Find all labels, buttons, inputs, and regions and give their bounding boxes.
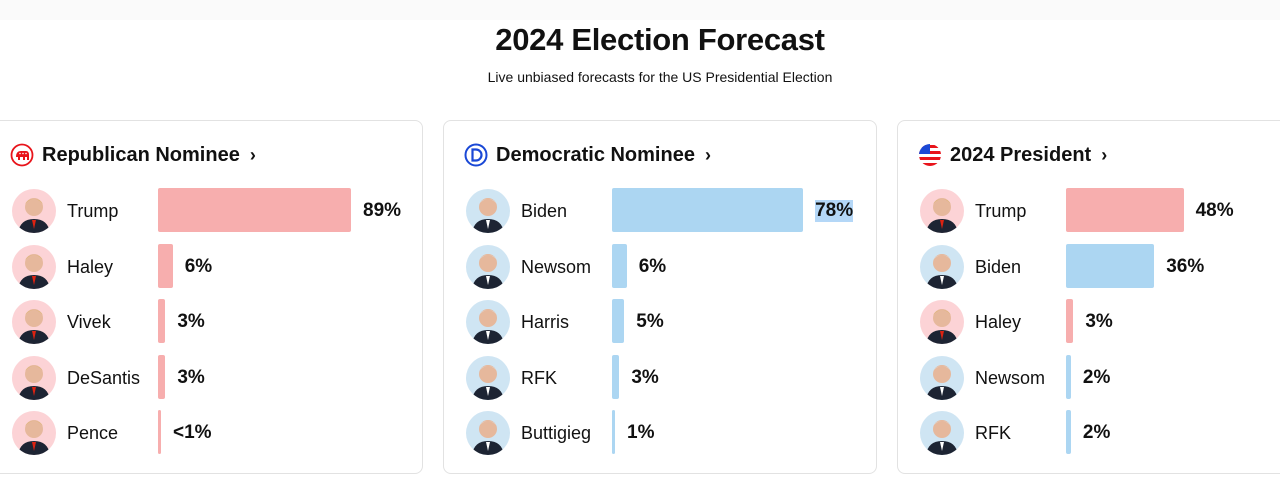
probability-value: 6% <box>638 255 667 277</box>
probability-bar <box>158 354 166 399</box>
candidate-row[interactable]: Haley 6% <box>0 243 422 290</box>
candidate-avatar <box>466 411 510 455</box>
card-header-link[interactable]: Democratic Nominee › <box>464 143 711 167</box>
probability-bar <box>1066 299 1074 343</box>
candidate-avatar <box>920 355 964 400</box>
candidate-name: Haley <box>67 256 114 277</box>
top-bar <box>0 0 1280 20</box>
candidate-name: Pence <box>67 423 119 443</box>
probability-value: 48% <box>1195 200 1234 221</box>
probability-bar <box>158 188 351 232</box>
candidate-avatar <box>466 189 510 233</box>
candidate-name: DeSantis <box>67 367 141 388</box>
candidate-name: Biden <box>521 201 568 221</box>
democrat-d-icon <box>464 143 488 167</box>
republican-elephant-icon <box>10 143 34 167</box>
chevron-right-icon: › <box>704 144 711 165</box>
probability-bar <box>612 354 620 399</box>
candidate-row[interactable]: Biden 78% <box>444 188 876 234</box>
chevron-right-icon: › <box>1101 144 1108 165</box>
candidate-avatar <box>466 355 510 400</box>
probability-value: 3% <box>177 311 205 332</box>
candidate-row[interactable]: Newsom 2% <box>898 354 1280 401</box>
page-subtitle: Live unbiased forecasts for the US Presi… <box>487 69 833 85</box>
candidate-row[interactable]: Biden 36% <box>898 243 1280 290</box>
chevron-right-icon: › <box>249 144 256 165</box>
page-title: 2024 Election Forecast <box>495 22 825 57</box>
forecast-card: 2024 President › Trump 48% Biden 36% Hal… <box>897 120 1280 474</box>
probability-value: 2% <box>1082 422 1111 443</box>
candidate-name: Haley <box>975 312 1022 332</box>
probability-bar <box>1066 354 1071 399</box>
candidate-row[interactable]: Vivek 3% <box>0 299 422 345</box>
probability-value: 2% <box>1082 366 1111 388</box>
candidate-name: Harris <box>521 312 569 332</box>
probability-value: 3% <box>177 366 205 388</box>
candidate-name: Vivek <box>67 312 111 332</box>
probability-value: 6% <box>184 255 213 277</box>
us-flag-icon <box>918 143 942 167</box>
probability-bar <box>612 299 625 343</box>
candidate-row[interactable]: DeSantis 3% <box>0 354 422 401</box>
candidate-avatar <box>466 244 510 289</box>
card-header-link[interactable]: 2024 President › <box>918 143 1107 167</box>
candidate-name: Biden <box>975 256 1022 277</box>
candidate-name: RFK <box>975 423 1011 443</box>
probability-value: 3% <box>631 366 659 388</box>
candidate-row[interactable]: RFK 2% <box>898 410 1280 456</box>
candidate-name: Trump <box>67 201 119 221</box>
candidate-row[interactable]: Pence <1% <box>0 410 422 456</box>
candidate-avatar <box>12 189 56 233</box>
probability-bar <box>612 410 615 454</box>
candidate-row[interactable]: Harris 5% <box>444 299 876 345</box>
card-title: 2024 President <box>950 143 1092 166</box>
candidate-avatar <box>920 300 964 344</box>
candidate-avatar <box>920 244 964 289</box>
forecast-card: Democratic Nominee › Biden 78% Newsom 6%… <box>443 120 877 474</box>
candidate-avatar <box>12 244 56 289</box>
probability-value: 89% <box>363 200 402 221</box>
probability-bar <box>158 299 166 343</box>
probability-bar <box>1066 188 1184 232</box>
probability-bar <box>158 410 161 454</box>
probability-bar <box>612 243 627 288</box>
candidate-name: RFK <box>521 367 557 388</box>
candidate-avatar <box>12 300 56 344</box>
candidate-avatar <box>12 411 56 455</box>
probability-bar <box>612 188 804 232</box>
card-title: Republican Nominee <box>42 143 240 166</box>
candidate-avatar <box>466 300 510 344</box>
probability-value: 3% <box>1085 311 1113 332</box>
candidate-row[interactable]: Trump 89% <box>0 188 422 234</box>
candidate-avatar <box>920 411 964 455</box>
candidate-name: Trump <box>975 201 1027 221</box>
candidate-row[interactable]: Buttigieg 1% <box>444 410 876 456</box>
candidate-name: Newsom <box>521 256 592 277</box>
candidate-name: Buttigieg <box>521 423 592 443</box>
candidate-name: Newsom <box>975 367 1046 388</box>
candidate-avatar <box>920 189 964 233</box>
candidate-row[interactable]: Newsom 6% <box>444 243 876 290</box>
probability-value: 5% <box>636 311 664 332</box>
probability-bar <box>158 243 173 288</box>
candidate-row[interactable]: RFK 3% <box>444 354 876 401</box>
probability-bar <box>1066 243 1155 288</box>
probability-value: 36% <box>1166 255 1205 277</box>
probability-value: <1% <box>173 422 212 443</box>
probability-bar <box>1066 410 1071 454</box>
forecast-card: Republican Nominee › Trump 89% Haley 6% … <box>0 120 423 474</box>
card-title: Democratic Nominee <box>496 143 695 166</box>
candidate-row[interactable]: Haley 3% <box>898 299 1280 345</box>
card-header-link[interactable]: Republican Nominee › <box>10 143 256 167</box>
candidate-row[interactable]: Trump 48% <box>898 188 1280 234</box>
probability-value: 78% <box>815 200 854 222</box>
probability-value: 1% <box>627 422 655 443</box>
candidate-avatar <box>12 355 56 400</box>
